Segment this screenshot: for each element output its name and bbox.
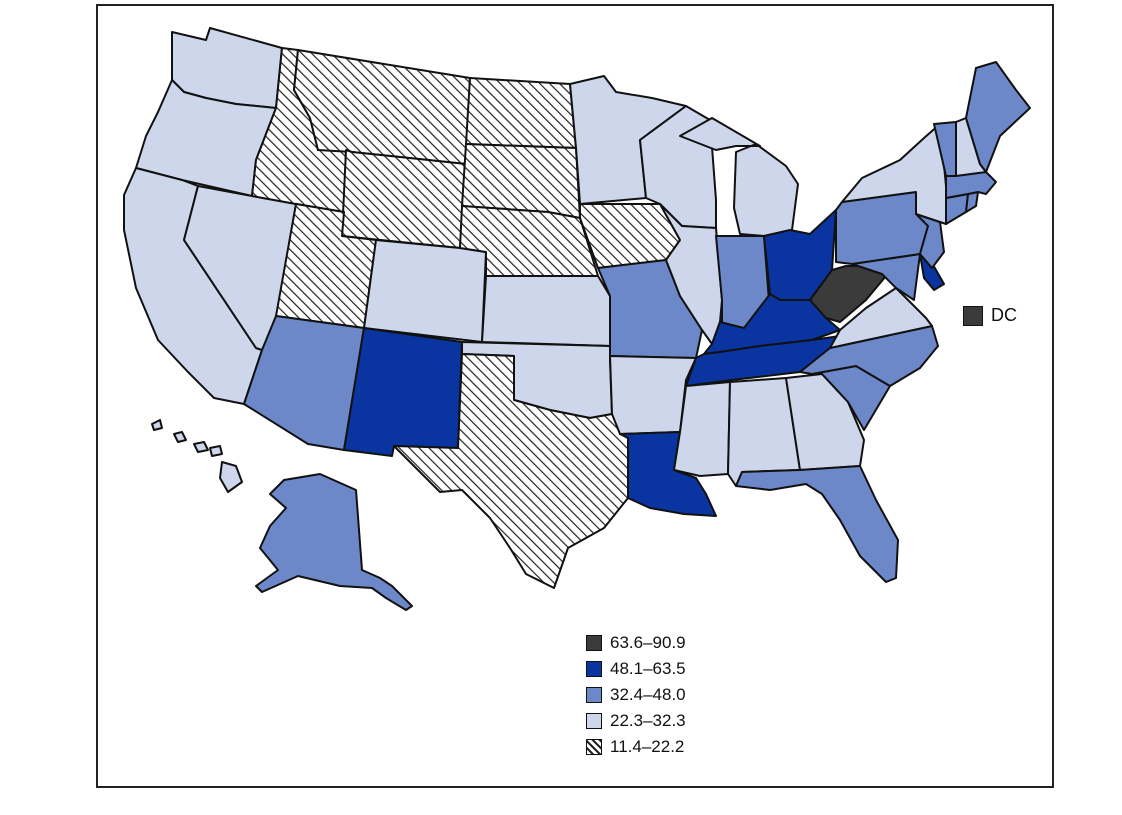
state-CO [363,239,487,343]
state-KS [481,275,611,347]
state-AK [255,473,413,611]
state-VA [829,287,933,349]
legend-item: 32.4–48.0 [586,685,686,705]
state-HI [151,419,243,493]
legend-swatch [586,713,602,729]
legend-item: 48.1–63.5 [586,659,686,679]
legend-item: 22.3–32.3 [586,711,686,731]
legend-label: 32.4–48.0 [610,685,686,704]
state-MT [293,49,471,165]
state-ND [465,77,577,149]
dc-key: DC [963,305,1017,326]
state-NC [799,325,939,387]
legend-item: 63.6–90.9 [586,633,686,653]
dc-label: DC [991,305,1017,325]
legend-swatch [586,739,602,755]
state-MA [945,171,997,199]
legend-item: 11.4–22.2 [586,737,684,757]
state-NM [343,327,463,457]
legend-label: 63.6–90.9 [610,633,686,652]
legend-label: 22.3–32.3 [610,711,686,730]
legend-swatch [586,635,602,651]
dc-swatch [963,305,983,326]
state-TX [393,353,629,589]
state-CT [945,193,969,225]
legend-label: 11.4–22.2 [610,737,685,756]
legend-swatch [586,661,602,677]
state-PA [835,191,929,265]
legend-swatch [586,687,602,703]
state-FL [735,465,899,583]
state-ME [965,61,1031,173]
state-WY [341,149,467,249]
legend-label: 48.1–63.5 [610,659,686,678]
